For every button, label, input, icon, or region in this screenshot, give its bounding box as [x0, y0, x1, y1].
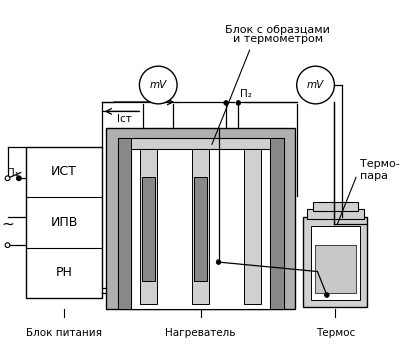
Bar — [310, 226, 359, 300]
Text: Термос: Термос — [315, 328, 354, 338]
Bar — [192, 149, 209, 304]
Text: и термометром: и термометром — [232, 34, 322, 44]
Bar — [106, 128, 294, 309]
Circle shape — [139, 66, 177, 104]
Circle shape — [216, 260, 220, 264]
Text: ~: ~ — [1, 217, 14, 232]
Bar — [269, 138, 283, 309]
Circle shape — [235, 101, 240, 105]
Circle shape — [5, 243, 10, 247]
Bar — [302, 217, 367, 307]
Bar — [140, 149, 157, 304]
Bar — [142, 177, 155, 281]
Text: ИСТ: ИСТ — [51, 165, 77, 178]
Text: ИПВ: ИПВ — [50, 216, 77, 229]
Circle shape — [296, 66, 334, 104]
Text: П₂: П₂ — [239, 90, 251, 100]
Text: Блок питания: Блок питания — [26, 328, 102, 338]
Circle shape — [324, 293, 328, 297]
Bar — [314, 245, 355, 293]
Text: Нагреватель: Нагреватель — [165, 328, 235, 338]
Bar — [117, 138, 131, 309]
Bar — [117, 138, 283, 309]
Circle shape — [5, 176, 10, 181]
Bar — [306, 209, 363, 219]
Text: Блок с образцами: Блок с образцами — [225, 25, 330, 35]
Text: Iст: Iст — [117, 114, 132, 124]
Circle shape — [16, 176, 21, 181]
Text: РН: РН — [55, 266, 72, 279]
Bar — [194, 177, 207, 281]
Text: mV: mV — [306, 80, 323, 90]
Bar — [312, 202, 357, 211]
Circle shape — [223, 101, 228, 105]
Text: mV: mV — [149, 80, 166, 90]
Bar — [26, 147, 101, 298]
Bar — [243, 149, 260, 304]
Text: П₁: П₁ — [7, 168, 19, 178]
Bar — [131, 149, 269, 309]
Text: Термо-
пара: Термо- пара — [359, 159, 399, 180]
